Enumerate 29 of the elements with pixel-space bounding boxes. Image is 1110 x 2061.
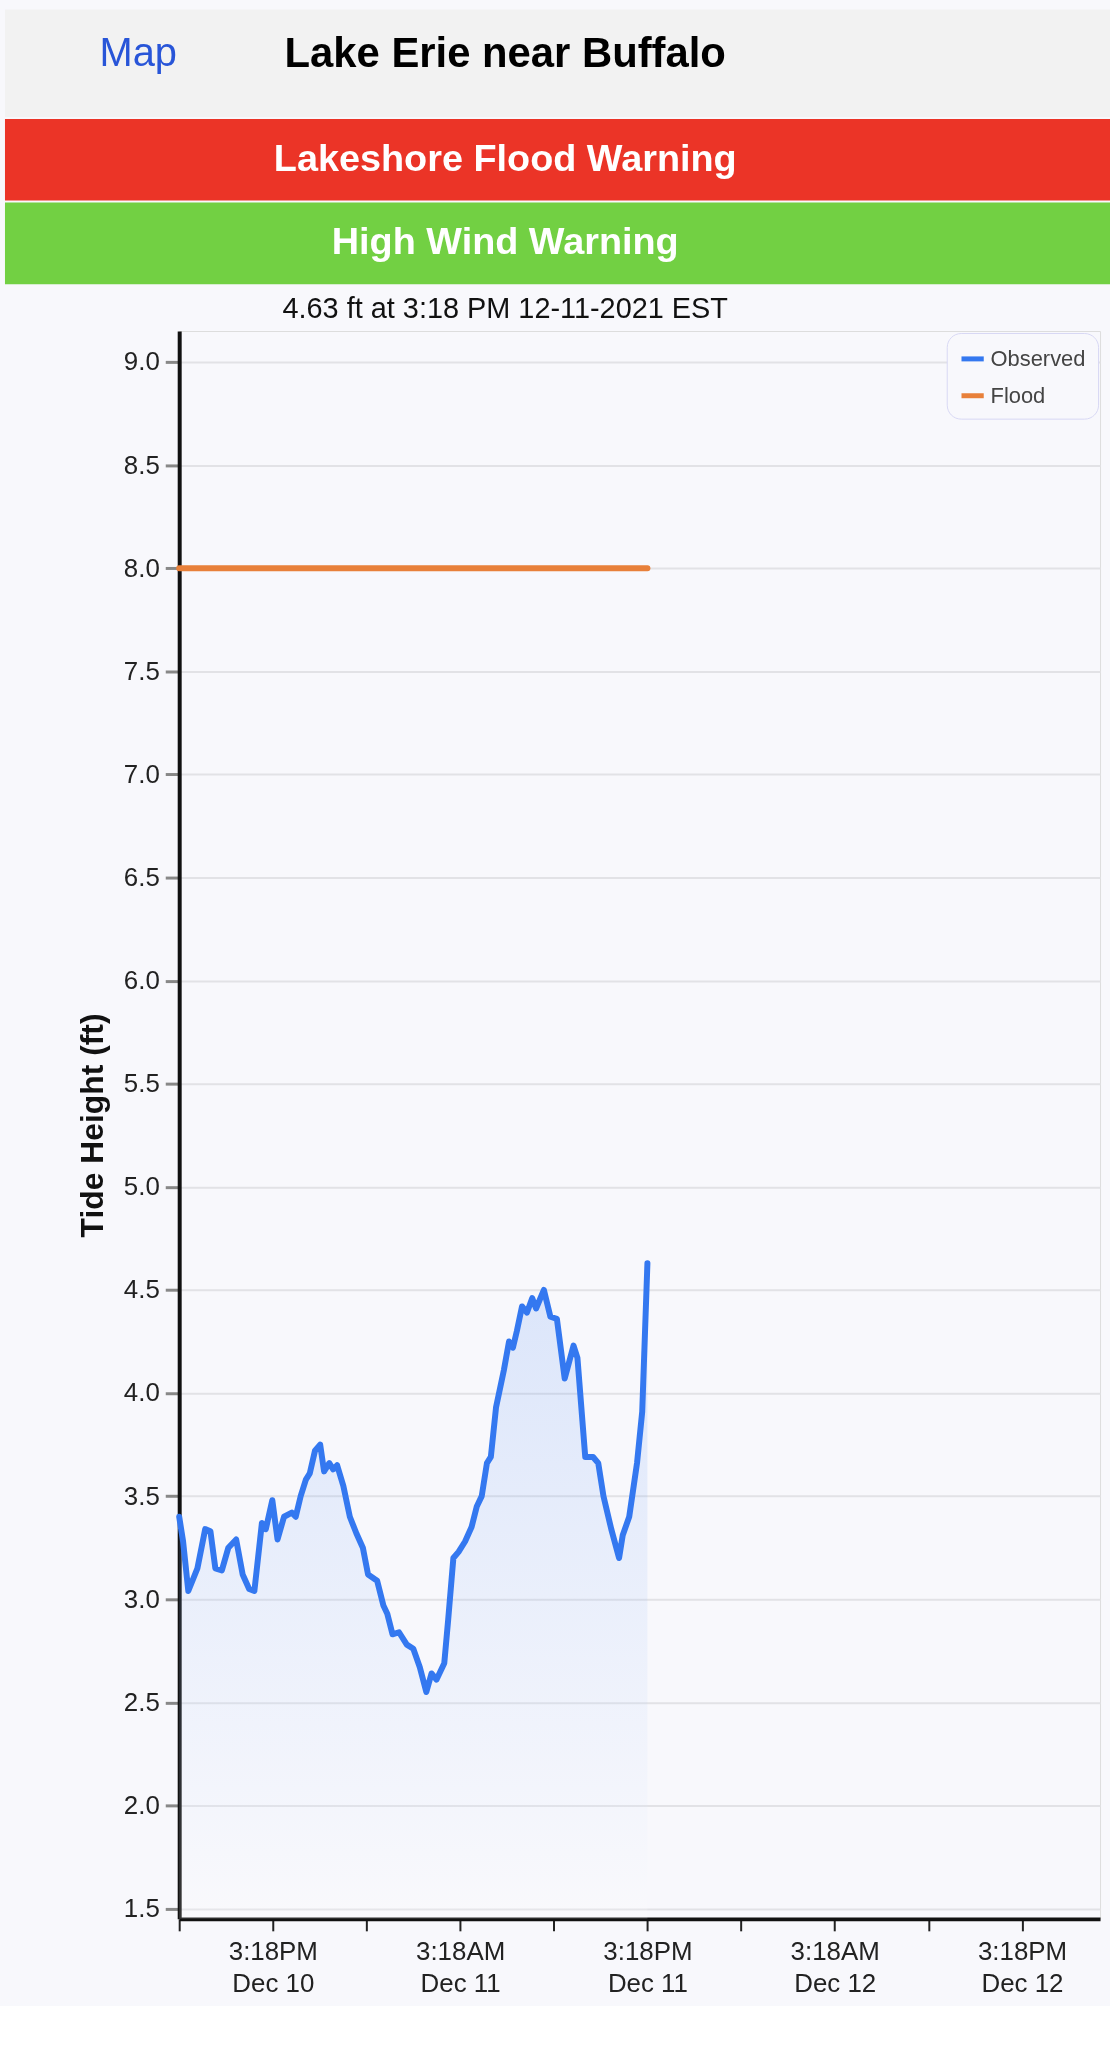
y-tick-label: 6.0 <box>123 966 160 995</box>
text: Map <box>99 30 177 75</box>
y-tick-label: 1.5 <box>123 1894 160 1923</box>
x-tick-label: 3:18AM Dec 12 <box>790 1937 880 1998</box>
y-tick-label: 6.5 <box>123 862 160 891</box>
y-tick-label: 7.0 <box>123 759 160 788</box>
y-tick-label: 9.0 <box>123 347 160 376</box>
y-axis-title: Tide Height (ft) <box>73 1013 110 1238</box>
x-tick-label: 3:18AM Dec 11 <box>416 1937 506 1998</box>
y-tick-label: 3.5 <box>123 1481 160 1510</box>
text: Lakeshore Flood Warning <box>273 136 737 179</box>
y-tick-label: 8.0 <box>123 553 160 582</box>
chart-title: Lake Erie near Buffalo <box>284 29 726 77</box>
text: High Wind Warning <box>331 220 679 263</box>
x-tick-label: 3:18PM Dec 12 <box>977 1937 1068 1998</box>
y-tick-label: 8.5 <box>123 450 160 479</box>
x-tick-label: 3:18PM Dec 10 <box>228 1937 318 1998</box>
y-tick-label: 4.5 <box>123 1275 160 1304</box>
legend-label: Flood <box>990 382 1046 408</box>
chart-subtitle: 4.63 ft at 3:18 PM 12-11-2021 EST <box>282 292 728 325</box>
y-tick-label: 5.0 <box>123 1172 160 1201</box>
y-tick-label: 2.5 <box>123 1687 160 1716</box>
y-tick-label: 7.5 <box>123 656 160 685</box>
y-tick-label: 2.0 <box>123 1790 160 1819</box>
y-tick-label: 3.0 <box>123 1584 160 1613</box>
legend-label: Observed <box>990 345 1086 371</box>
y-tick-label: 4.0 <box>123 1378 160 1407</box>
y-tick-label: 5.5 <box>123 1069 160 1098</box>
x-tick-label: 3:18PM Dec 11 <box>603 1937 693 1998</box>
